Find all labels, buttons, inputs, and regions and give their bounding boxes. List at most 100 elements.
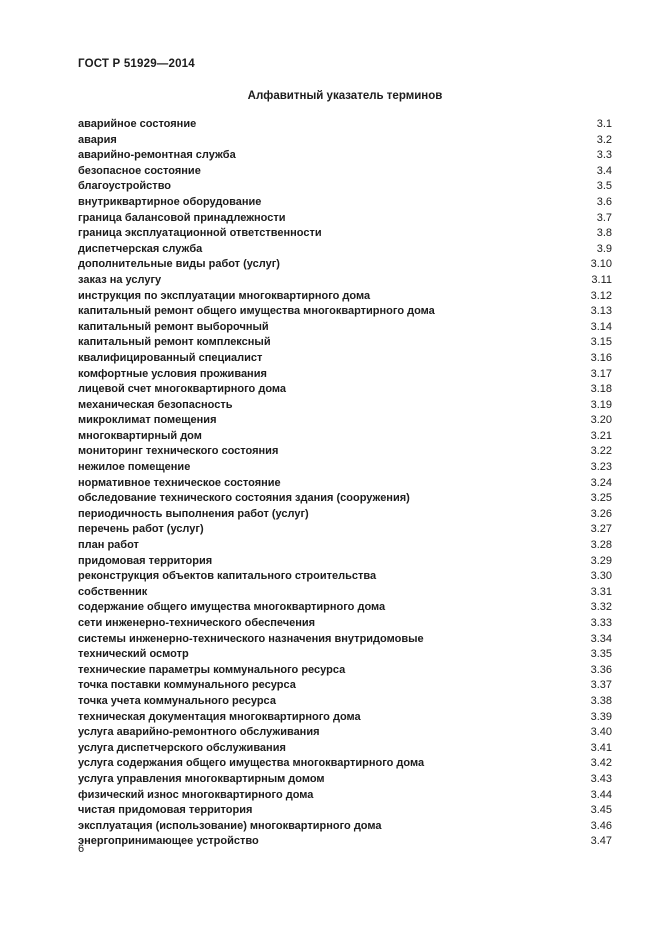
index-term: сети инженерно-технического обеспечения <box>78 617 316 629</box>
index-entry: капитальный ремонт выборочный 3.14 <box>78 320 612 336</box>
index-entry: содержание общего имущества многоквартир… <box>78 600 612 616</box>
index-ref-number: 3.36 <box>590 663 612 676</box>
index-ref-number: 3.43 <box>590 772 612 785</box>
index-entry: техническая документация многоквартирног… <box>78 710 612 726</box>
index-term: диспетчерская служба <box>78 242 203 255</box>
index-ref-number: 3.13 <box>590 305 612 318</box>
index-ref-number: 3.46 <box>590 819 612 832</box>
index-entry: реконструкция объектов капитального стро… <box>78 569 612 585</box>
index-ref-number: 3.21 <box>590 429 612 442</box>
index-entry: механическая безопасность 3.19 <box>78 398 612 414</box>
index-entry: обследование технического состояния здан… <box>78 491 612 507</box>
index-term: заказ на услугу <box>78 273 162 286</box>
index-ref-number: 3.25 <box>590 492 612 505</box>
index-term: безопасное состояние <box>78 164 201 177</box>
index-term: план работ <box>78 539 139 552</box>
index-entry: системы инженерно-технического назначени… <box>78 632 612 648</box>
index-ref-number: 3.16 <box>590 351 612 364</box>
index-entry: авария 3.2 <box>78 133 612 149</box>
index-term: мониторинг технического состояния <box>78 445 279 458</box>
index-term: услуга управления многоквартирным домом <box>78 772 325 785</box>
index-entry: услуга управления многоквартирным домом … <box>78 772 612 788</box>
index-entry: эксплуатация (использование) многокварти… <box>78 819 612 835</box>
index-entry: чистая придомовая территория 3.45 <box>78 803 612 819</box>
index-entry: аварийное состояние 3.1 <box>78 117 612 133</box>
index-ref-number: 3.15 <box>590 336 612 349</box>
index-term: квалифицированный специалист <box>78 351 263 364</box>
index-term: капитальный ремонт комплексный <box>78 336 271 349</box>
index-term: придомовая территория <box>78 554 213 567</box>
index-entry: аварийно-ремонтная служба 3.3 <box>78 148 612 164</box>
index-term: дополнительные виды работ (услуг) <box>78 258 280 271</box>
index-term: граница балансовой принадлежности <box>78 211 286 224</box>
index-term: точка учета коммунального ресурса <box>78 694 276 707</box>
index-term: комфортные условия проживания <box>78 367 267 380</box>
index-ref-number: 3.6 <box>596 195 612 208</box>
index-ref-number: 3.17 <box>590 367 612 380</box>
index-ref-number: 3.45 <box>590 804 612 817</box>
index-ref-number: 3.11 <box>591 273 612 286</box>
index-ref-number: 3.27 <box>590 523 612 536</box>
index-term: нормативное техническое состояние <box>78 476 281 489</box>
index-entry: периодичность выполнения работ (услуг) 3… <box>78 507 612 523</box>
index-term: собственник <box>78 585 148 598</box>
index-ref-number: 3.28 <box>590 539 612 552</box>
index-term: технический осмотр <box>78 648 189 661</box>
index-term: авария <box>78 133 117 146</box>
index-term: физический износ многоквартирного дома <box>78 788 314 801</box>
index-entry: диспетчерская служба 3.9 <box>78 242 612 258</box>
index-term: содержание общего имущества многоквартир… <box>78 601 386 614</box>
index-term: внутриквартирное оборудование <box>78 195 262 208</box>
index-term: услуга аварийно-ремонтного обслуживания <box>78 726 320 739</box>
index-term: чистая придомовая территория <box>78 804 253 817</box>
index-ref-number: 3.9 <box>596 242 612 255</box>
index-entry: безопасное состояние 3.4 <box>78 164 612 180</box>
index-term: благоустройство <box>78 180 172 193</box>
index-term: эксплуатация (использование) многокварти… <box>78 819 382 832</box>
index-entry: микроклимат помещения 3.20 <box>78 413 612 429</box>
section-title: Алфавитный указатель терминов <box>247 90 443 102</box>
index-ref-number: 3.1 <box>596 118 612 130</box>
index-term: системы инженерно-технического назначени… <box>78 632 424 645</box>
index-ref-number: 3.37 <box>590 679 612 692</box>
index-term: точка поставки коммунального ресурса <box>78 679 296 692</box>
index-ref-number: 3.38 <box>590 694 612 707</box>
index-term: многоквартирный дом <box>78 429 202 442</box>
index-ref-number: 3.23 <box>590 461 612 474</box>
index-term: граница эксплуатационной ответственности <box>78 227 322 240</box>
index-ref-number: 3.44 <box>590 788 612 801</box>
index-entry: нормативное техническое состояние 3.24 <box>78 476 612 492</box>
index-term: капитальный ремонт выборочный <box>78 320 269 333</box>
index-ref-number: 3.2 <box>596 133 612 146</box>
index-term: аварийно-ремонтная служба <box>78 149 236 162</box>
index-entry: нежилое помещение 3.23 <box>78 460 612 476</box>
index-entry: заказ на услугу 3.11 <box>78 273 612 289</box>
index-ref-number: 3.39 <box>590 710 612 723</box>
index-ref-number: 3.35 <box>590 648 612 661</box>
index-ref-number: 3.26 <box>590 507 612 520</box>
index-entry: энергопринимающее устройство 3.47 <box>78 834 612 850</box>
index-entry: план работ 3.28 <box>78 538 612 554</box>
index-entry: технические параметры коммунального ресу… <box>78 663 612 679</box>
index-term: энергопринимающее устройство <box>78 835 259 848</box>
index-entry: точка учета коммунального ресурса 3.38 <box>78 694 612 710</box>
index-entry: физический износ многоквартирного дома 3… <box>78 788 612 804</box>
index-entry: услуга диспетчерского обслуживания 3.41 <box>78 741 612 757</box>
index-term: инструкция по эксплуатации многоквартирн… <box>78 289 371 302</box>
index-ref-number: 3.18 <box>590 383 612 396</box>
index-ref-number: 3.47 <box>590 835 612 848</box>
index-term: лицевой счет многоквартирного дома <box>78 383 287 396</box>
index-ref-number: 3.29 <box>590 554 612 567</box>
index-term: микроклимат помещения <box>78 414 217 427</box>
index-entry: услуга содержания общего имущества много… <box>78 756 612 772</box>
index-term: технические параметры коммунального ресу… <box>78 663 346 676</box>
index-entry: инструкция по эксплуатации многоквартирн… <box>78 289 612 305</box>
index-ref-number: 3.30 <box>590 570 612 583</box>
index-entry: технический осмотр 3.35 <box>78 647 612 663</box>
index-entry: дополнительные виды работ (услуг) 3.10 <box>78 257 612 273</box>
index-entry: квалифицированный специалист 3.16 <box>78 351 612 367</box>
index-term: нежилое помещение <box>78 461 191 474</box>
index-entry: граница балансовой принадлежности 3.7 <box>78 211 612 227</box>
index-term: реконструкция объектов капитального стро… <box>78 570 377 583</box>
